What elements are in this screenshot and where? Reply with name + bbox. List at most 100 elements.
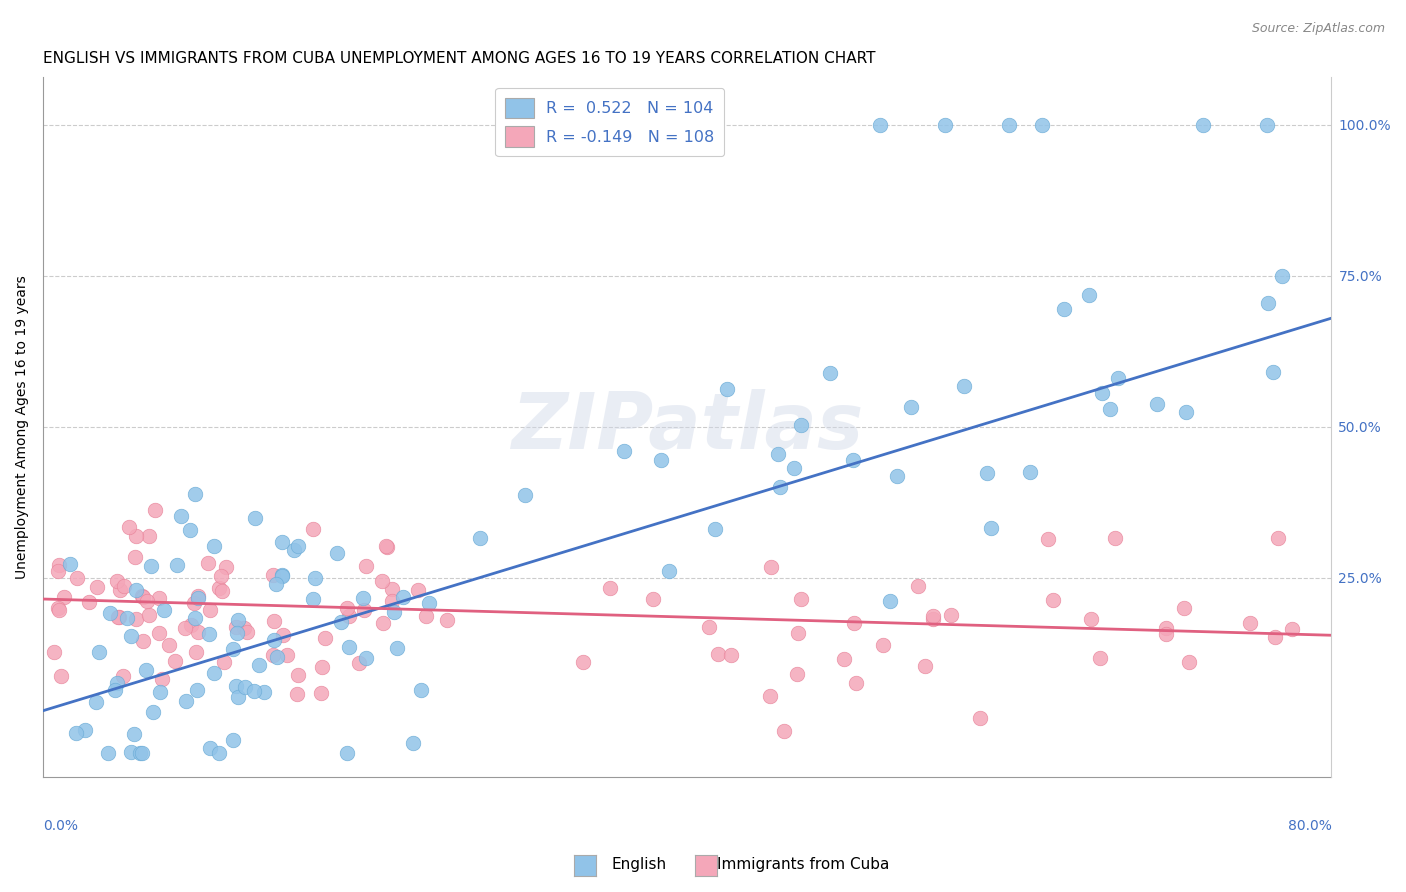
Point [1263, 365, 1285, 379]
Point [302, 523, 325, 537]
Point [330, 615, 353, 629]
Point [1090, 385, 1112, 400]
Point [264, 577, 287, 591]
Point [382, 605, 405, 619]
Point [415, 608, 437, 623]
Point [370, 574, 392, 589]
Point [759, 689, 782, 703]
Point [148, 625, 170, 640]
Point [225, 626, 247, 640]
Point [46, 564, 69, 578]
Text: Immigrants from Cuba: Immigrants from Cuba [717, 857, 890, 872]
Text: ENGLISH VS IMMIGRANTS FROM CUBA UNEMPLOYMENT AMONG AGES 16 TO 19 YEARS CORRELATI: ENGLISH VS IMMIGRANTS FROM CUBA UNEMPLOY… [44, 51, 876, 66]
Point [108, 582, 131, 597]
Point [270, 569, 292, 583]
Point [1267, 531, 1289, 545]
Point [131, 746, 153, 760]
Text: 0.0%: 0.0% [44, 819, 77, 833]
Point [125, 612, 148, 626]
Point [245, 511, 267, 525]
Point [969, 711, 991, 725]
Point [311, 660, 333, 674]
Point [1174, 405, 1197, 419]
Point [934, 118, 956, 132]
Point [373, 616, 395, 631]
Point [790, 591, 813, 606]
Point [124, 727, 146, 741]
Point [869, 118, 891, 132]
Point [1264, 630, 1286, 644]
Point [842, 615, 865, 630]
Point [354, 559, 377, 574]
Point [198, 627, 221, 641]
Point [572, 655, 595, 669]
Point [1154, 621, 1177, 635]
Point [135, 663, 157, 677]
Point [1080, 612, 1102, 626]
Point [105, 574, 128, 589]
Point [108, 610, 131, 624]
Point [124, 549, 146, 564]
Point [1031, 118, 1053, 132]
Point [786, 667, 808, 681]
Point [221, 641, 243, 656]
Point [105, 676, 128, 690]
Point [42, 645, 65, 659]
Point [914, 659, 936, 673]
Point [374, 539, 396, 553]
Point [136, 594, 159, 608]
Point [900, 400, 922, 414]
Point [249, 657, 271, 672]
Point [84, 695, 107, 709]
Point [124, 529, 146, 543]
Point [1042, 592, 1064, 607]
Point [271, 628, 294, 642]
Point [406, 583, 429, 598]
Point [872, 638, 894, 652]
Point [1257, 296, 1279, 310]
Point [309, 686, 332, 700]
Point [337, 609, 360, 624]
Point [226, 613, 249, 627]
Point [263, 632, 285, 647]
Point [131, 589, 153, 603]
Point [658, 564, 681, 578]
Point [402, 736, 425, 750]
Point [266, 649, 288, 664]
Point [139, 559, 162, 574]
Point [720, 648, 742, 662]
Point [1271, 268, 1294, 283]
Point [165, 654, 187, 668]
Point [225, 620, 247, 634]
Point [118, 520, 141, 534]
Point [385, 640, 408, 655]
Point [283, 543, 305, 558]
Point [1077, 287, 1099, 301]
Point [769, 480, 792, 494]
Point [1239, 615, 1261, 630]
Point [125, 582, 148, 597]
Point [263, 614, 285, 628]
Point [148, 591, 170, 605]
Point [253, 685, 276, 699]
Point [349, 656, 371, 670]
Point [1173, 600, 1195, 615]
Point [716, 382, 738, 396]
Point [187, 591, 209, 605]
Point [233, 680, 256, 694]
Point [353, 602, 375, 616]
Point [170, 508, 193, 523]
Point [104, 682, 127, 697]
Legend: R =  0.522   N = 104, R = -0.149   N = 108: R = 0.522 N = 104, R = -0.149 N = 108 [495, 88, 724, 156]
Point [117, 610, 139, 624]
Point [138, 607, 160, 622]
Point [939, 607, 962, 622]
Point [513, 488, 536, 502]
Point [879, 594, 901, 608]
Point [153, 603, 176, 617]
Point [773, 724, 796, 739]
Point [107, 610, 129, 624]
Point [202, 539, 225, 553]
Y-axis label: Unemployment Among Ages 16 to 19 years: Unemployment Among Ages 16 to 19 years [15, 275, 30, 579]
Point [1256, 118, 1278, 132]
